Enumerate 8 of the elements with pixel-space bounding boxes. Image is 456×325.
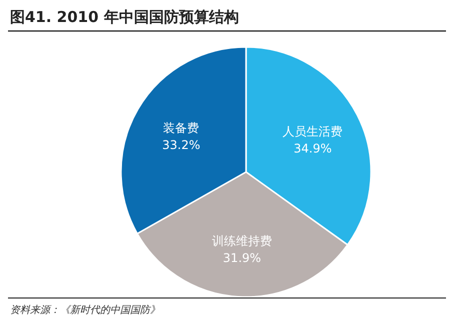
slice-label: 装备费: [163, 121, 200, 136]
slice-label: 人员生活费: [282, 124, 343, 139]
data-label: 33.2%: [162, 138, 200, 152]
text: 资料来源：《新时代的中国国防》: [10, 304, 160, 316]
data-label: 31.9%: [222, 250, 262, 265]
data-label: 34.9%: [294, 142, 332, 156]
slice-label: 训练维持费: [212, 234, 272, 248]
chart-title: 图41. 2010 年中国国防预算结构: [10, 8, 239, 26]
